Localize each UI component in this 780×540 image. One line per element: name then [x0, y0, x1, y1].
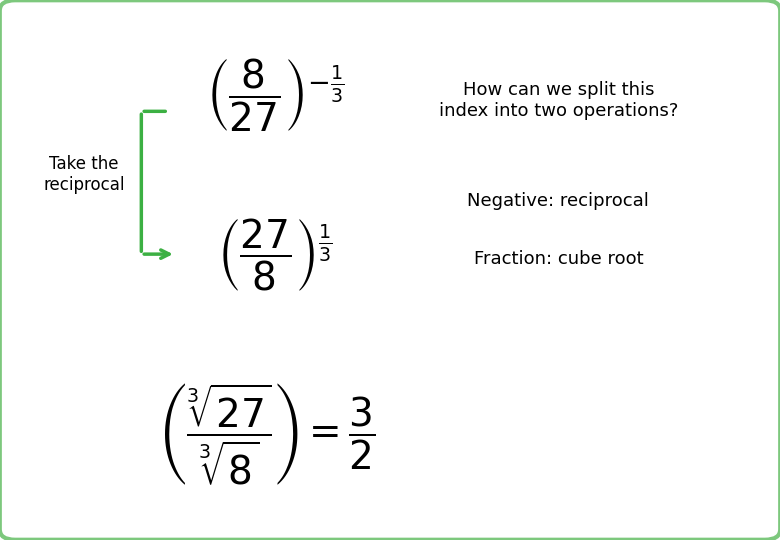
Text: Negative: reciprocal: Negative: reciprocal [467, 192, 649, 210]
Text: $\left(\dfrac{8}{27}\right)^{-\frac{1}{3}}$: $\left(\dfrac{8}{27}\right)^{-\frac{1}{3… [206, 57, 345, 134]
Text: Fraction: cube root: Fraction: cube root [473, 251, 644, 268]
Text: $\left(\dfrac{\sqrt[3]{27}}{\sqrt[3]{8}}\right) = \dfrac{3}{2}$: $\left(\dfrac{\sqrt[3]{27}}{\sqrt[3]{8}}… [160, 381, 375, 487]
Text: $\left(\dfrac{27}{8}\right)^{\frac{1}{3}}$: $\left(\dfrac{27}{8}\right)^{\frac{1}{3}… [218, 215, 333, 293]
Text: Take the
reciprocal: Take the reciprocal [43, 156, 125, 194]
Text: How can we split this
index into two operations?: How can we split this index into two ope… [438, 82, 678, 120]
